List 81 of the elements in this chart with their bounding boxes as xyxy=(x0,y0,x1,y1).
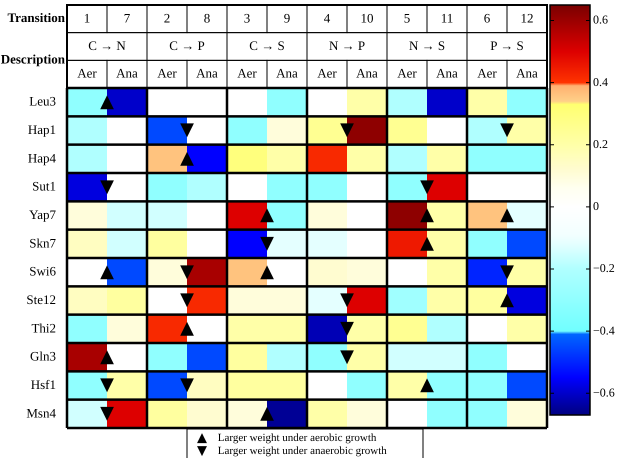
y-tick-label: Hap1 xyxy=(28,122,56,137)
text: C → P xyxy=(169,38,205,53)
text: Aer xyxy=(397,66,418,81)
y-tick-label: Gln3 xyxy=(30,348,56,364)
data-label: ▼ xyxy=(100,374,114,396)
x-tick-label: 10 xyxy=(360,10,374,26)
y-tick-label: Msn4 xyxy=(26,405,56,420)
data-label: ▼ xyxy=(180,119,194,140)
data-label: ▼ xyxy=(340,119,354,140)
data-label: ▲ xyxy=(100,90,114,112)
x-tick-label: 3 xyxy=(244,10,250,26)
y-tick-label: Ste12 xyxy=(26,292,56,307)
text: N → P xyxy=(328,38,366,53)
data-label: ▲ xyxy=(260,260,274,282)
text: C → N xyxy=(88,38,126,53)
data-label: ▲ xyxy=(100,260,114,282)
color-bar-label: 0 xyxy=(593,199,599,214)
color-bar-label: 0.6 xyxy=(593,12,608,27)
data-label: ▲ xyxy=(420,204,434,226)
text: Ana xyxy=(516,66,538,81)
data-label: ▼ xyxy=(260,232,274,254)
text: Aer xyxy=(477,66,498,81)
data-label: ▼ xyxy=(340,346,354,367)
color-bar-label: 0.2 xyxy=(593,136,608,151)
text: ▲ Larger weight under aerobic growth xyxy=(197,430,377,446)
x-tick-label: 5 xyxy=(404,10,410,26)
color-bar-label: −0.4 xyxy=(593,323,615,338)
y-tick-label: Hap4 xyxy=(28,150,56,166)
x-tick-label: 7 xyxy=(124,10,131,26)
data-label: ▼ xyxy=(180,374,194,396)
x-tick-label: 8 xyxy=(204,10,210,26)
text: N → S xyxy=(408,38,446,53)
x-tick-label: 11 xyxy=(440,10,454,26)
text: P → S xyxy=(490,38,524,53)
data-label: ▲ xyxy=(420,374,434,396)
data-label: ▼ xyxy=(340,289,354,310)
data-label: ▲ xyxy=(500,289,514,310)
text: Ana xyxy=(276,66,298,81)
y-tick-label: Leu3 xyxy=(29,94,56,109)
text: Aer xyxy=(317,66,338,81)
x-tick-label: 4 xyxy=(324,10,331,26)
data-label: ▼ xyxy=(180,260,194,282)
text: Aer xyxy=(237,66,258,81)
y-tick-label: Sut1 xyxy=(32,178,56,194)
data-label: ▲ xyxy=(100,346,114,367)
data-label: ▼ xyxy=(100,176,114,197)
y-tick-label: Swi6 xyxy=(29,264,56,279)
text: C → S xyxy=(249,38,285,53)
data-label: ▲ xyxy=(260,402,274,424)
text: Aer xyxy=(157,66,178,81)
y-tick-label: Skn7 xyxy=(29,235,56,250)
data-label: ▼ xyxy=(340,318,354,339)
x-axis-title: Transition xyxy=(7,10,66,26)
data-label: ▼ xyxy=(100,402,114,424)
data-label: ▼ xyxy=(500,260,514,282)
x-tick-label: 12 xyxy=(520,10,534,26)
text: ▼ Larger weight under anaerobic growth xyxy=(197,443,388,458)
color-bar-label: −0.6 xyxy=(593,385,615,400)
data-label: ▼ xyxy=(420,176,434,197)
data-label: ▲ xyxy=(260,204,274,226)
data-label: ▲ xyxy=(420,232,434,254)
data-label: ▼ xyxy=(500,119,514,140)
color-bar-label: 0.4 xyxy=(593,74,608,89)
x-tick-label: 2 xyxy=(164,10,170,26)
color-bar-label: −0.2 xyxy=(593,261,615,276)
text: Ana xyxy=(116,66,138,81)
text: Ana xyxy=(356,66,378,81)
text: Description xyxy=(0,52,66,67)
x-tick-label: 9 xyxy=(284,10,290,26)
text: Ana xyxy=(436,66,458,81)
data-label: ▲ xyxy=(180,318,194,339)
y-tick-label: Hsf1 xyxy=(30,376,56,392)
y-tick-label: Yap7 xyxy=(29,206,56,222)
data-label: ▼ xyxy=(180,289,194,310)
data-label: ▲ xyxy=(180,148,194,169)
data-label: ▲ xyxy=(500,204,514,226)
x-tick-label: 1 xyxy=(84,10,90,26)
text: Aer xyxy=(77,66,98,81)
y-tick-label: Thi2 xyxy=(31,320,56,336)
x-tick-label: 6 xyxy=(484,10,491,26)
text: Ana xyxy=(196,66,218,81)
